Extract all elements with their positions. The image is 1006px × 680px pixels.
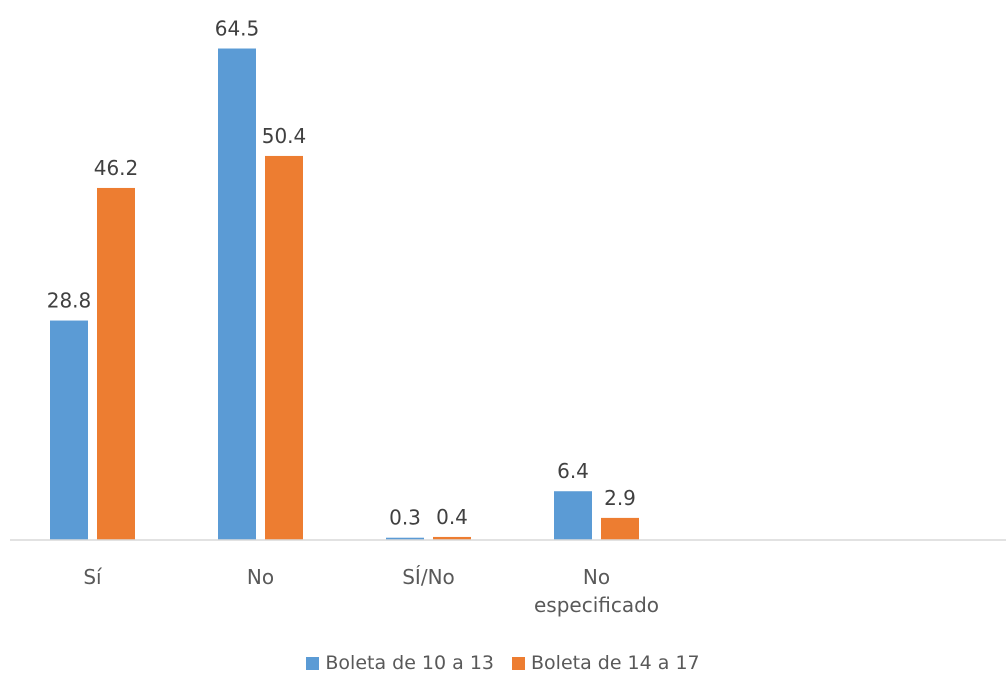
value-label-series-2-cat-3: 0.4: [436, 505, 468, 529]
bar-series-2-cat-3: [433, 536, 471, 540]
value-label-series-2-cat-4: 2.9: [604, 486, 636, 510]
legend-label-series-2: Boleta de 14 a 17: [531, 652, 700, 674]
legend-swatch-series-2: [512, 656, 525, 670]
value-labels-layer: 28.8 46.2 64.5 50.4 0.3 0.4 6.4 2.9: [47, 17, 636, 530]
legend-swatch-series-1: [306, 656, 320, 670]
category-label-1-line-1: Sí: [83, 565, 103, 589]
category-labels-layer: Sí No SÍ/No No especificado: [83, 565, 659, 617]
legend-item-series-1: Boleta de 10 a 13: [306, 652, 494, 674]
legend: Boleta de 10 a 13 Boleta de 14 a 17: [0, 652, 1006, 674]
bar-series-1-cat-4: [554, 491, 592, 540]
value-label-series-2-cat-1: 46.2: [94, 156, 139, 180]
value-label-series-1-cat-4: 6.4: [557, 459, 589, 483]
legend-label-series-1: Boleta de 10 a 13: [325, 652, 494, 674]
value-label-series-2-cat-2: 50.4: [262, 124, 307, 148]
category-label-4-line-2: especificado: [534, 593, 659, 617]
value-label-series-1-cat-3: 0.3: [389, 506, 421, 530]
category-label-4: No especificado: [534, 565, 659, 617]
bar-series-1-cat-1: [50, 320, 88, 540]
bar-series-1-cat-3: [386, 537, 424, 540]
legend-item-series-2: Boleta de 14 a 17: [512, 652, 700, 674]
category-label-3-line-1: SÍ/No: [402, 565, 455, 589]
bars-layer: [50, 48, 639, 540]
category-label-3: SÍ/No: [402, 565, 455, 589]
bar-series-2-cat-4: [601, 517, 639, 540]
bar-series-2-cat-2: [265, 155, 303, 540]
category-label-1: Sí: [83, 565, 103, 589]
value-label-series-1-cat-1: 28.8: [47, 289, 92, 313]
value-label-series-1-cat-2: 64.5: [215, 17, 260, 41]
category-label-4-line-1: No: [583, 565, 610, 589]
category-label-2: No: [247, 565, 274, 589]
category-label-2-line-1: No: [247, 565, 274, 589]
bar-series-1-cat-2: [218, 48, 256, 540]
bar-series-2-cat-1: [97, 187, 135, 540]
